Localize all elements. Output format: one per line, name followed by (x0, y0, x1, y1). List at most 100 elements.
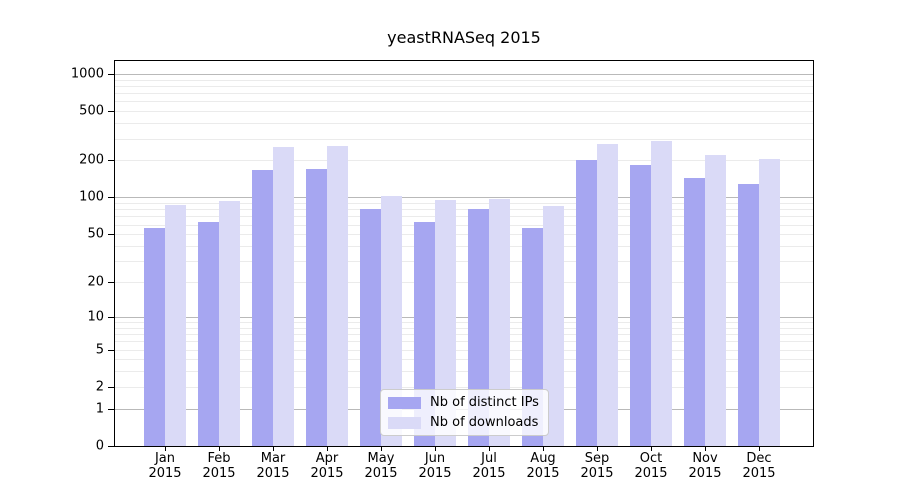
minor-gridline (115, 216, 813, 218)
x-tick-label: Jan 2015 (148, 451, 182, 481)
legend-swatch-downloads (388, 416, 421, 429)
plot-area: Nb of distinct IPs Nb of downloads (114, 60, 814, 447)
bar-ips-oct (630, 165, 651, 446)
x-tick (543, 447, 544, 451)
x-tick (705, 447, 706, 451)
bar-downloads-feb (219, 201, 240, 446)
legend-swatch-distinct-ips (388, 396, 421, 409)
y-tick-label: 5 (95, 342, 104, 357)
minor-gridline (115, 234, 813, 236)
y-tick-label: 0 (95, 438, 104, 454)
minor-gridline (115, 93, 813, 95)
bar-downloads-nov (705, 155, 726, 446)
bar-downloads-jan (165, 204, 186, 446)
bar-ips-apr (306, 169, 327, 446)
bar-downloads-jul (489, 198, 510, 446)
x-tick-label: Aug 2015 (526, 451, 560, 481)
x-tick-label: Oct 2015 (634, 451, 668, 481)
y-tick-label: 2 (95, 379, 104, 395)
minor-gridline (115, 282, 813, 284)
minor-gridline (115, 203, 813, 205)
y-tick-label: 20 (87, 274, 104, 290)
chart-title: yeastRNASeq 2015 (387, 28, 541, 47)
minor-gridline (115, 334, 813, 336)
bar-downloads-aug (543, 206, 564, 446)
bar-downloads-may (381, 196, 402, 446)
bar-downloads-mar (273, 147, 294, 446)
y-tick (108, 446, 114, 447)
minor-gridline (115, 209, 813, 211)
y-tick-label: 500 (79, 103, 104, 119)
bar-ips-mar (252, 170, 273, 446)
y-tick-label: 100 (79, 189, 104, 205)
minor-gridline (115, 138, 813, 140)
bar-ips-jul (468, 209, 489, 446)
legend-item-distinct-ips: Nb of distinct IPs (388, 395, 539, 410)
y-tick-label: 1000 (70, 66, 104, 82)
y-tick (108, 234, 114, 236)
y-tick (108, 73, 114, 75)
y-tick-label: 200 (79, 152, 104, 168)
minor-gridline (115, 101, 813, 103)
bar-downloads-oct (651, 141, 672, 446)
minor-gridline (115, 111, 813, 113)
minor-gridline (115, 79, 813, 81)
bar-downloads-sep (597, 143, 618, 446)
x-tick (597, 447, 598, 451)
y-tick (108, 408, 114, 410)
minor-gridline (115, 160, 813, 162)
bar-downloads-jun (435, 200, 456, 446)
bar-ips-dec (738, 184, 759, 446)
minor-gridline (115, 349, 813, 351)
minor-gridline (115, 261, 813, 263)
minor-gridline (115, 341, 813, 343)
x-tick (759, 447, 760, 451)
legend-label: Nb of downloads (430, 415, 539, 430)
x-tick-label: Jun 2015 (418, 451, 452, 481)
minor-gridline (115, 322, 813, 323)
x-tick (489, 447, 490, 451)
major-gridline (115, 316, 813, 318)
bar-ips-jan (144, 228, 165, 446)
major-gridline (115, 197, 813, 199)
bar-ips-sep (576, 160, 597, 446)
major-gridline (115, 73, 813, 75)
minor-gridline (115, 371, 813, 373)
bar-downloads-apr (327, 146, 348, 446)
legend-label: Nb of distinct IPs (430, 395, 539, 410)
minor-gridline (115, 123, 813, 125)
y-tick (108, 386, 114, 388)
y-tick (108, 282, 114, 284)
y-tick-label: 50 (87, 226, 104, 242)
x-tick (273, 447, 274, 451)
bar-ips-feb (198, 222, 219, 446)
legend: Nb of distinct IPs Nb of downloads (380, 389, 549, 436)
minor-gridline (115, 85, 813, 87)
y-tick (108, 316, 114, 318)
minor-gridline (115, 386, 813, 388)
bar-ips-may (360, 208, 381, 446)
x-tick-label: Dec 2015 (742, 451, 776, 481)
x-tick-label: May 2015 (364, 451, 398, 481)
x-tick-label: Sep 2015 (580, 451, 614, 481)
bar-downloads-dec (759, 158, 780, 446)
y-tick (108, 160, 114, 162)
x-tick (651, 447, 652, 451)
x-tick (165, 447, 166, 451)
minor-gridline (115, 359, 813, 361)
minor-gridline (115, 327, 813, 329)
y-tick-label: 10 (87, 309, 104, 325)
y-tick (108, 111, 114, 113)
minor-gridline (115, 224, 813, 226)
x-tick-label: Nov 2015 (688, 451, 722, 481)
x-tick-label: Feb 2015 (202, 451, 236, 481)
x-tick-label: Jul 2015 (472, 451, 506, 481)
bar-ips-nov (684, 178, 705, 446)
x-tick (327, 447, 328, 451)
y-tick (108, 197, 114, 199)
x-tick (219, 447, 220, 451)
x-tick-label: Mar 2015 (256, 451, 290, 481)
minor-gridline (115, 246, 813, 247)
x-tick-label: Apr 2015 (310, 451, 344, 481)
